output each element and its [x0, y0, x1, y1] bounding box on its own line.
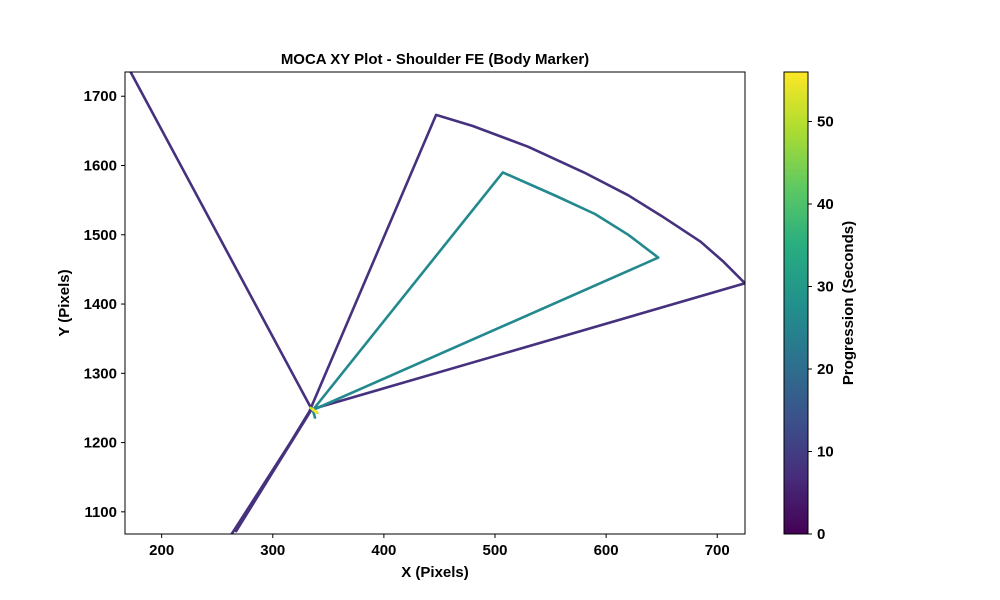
colorbar: [783, 71, 809, 535]
x-tick-label: 200: [149, 542, 174, 559]
x-tick-label: 300: [260, 542, 285, 559]
colorbar-tick-label: 0: [817, 526, 825, 543]
x-tick-label: 400: [371, 542, 396, 559]
x-tick-label: 600: [594, 542, 619, 559]
colorbar-tick-label: 20: [817, 361, 834, 378]
y-tick-label: 1300: [84, 365, 117, 382]
y-tick-label: 1500: [84, 227, 117, 244]
x-axis-label: X (Pixels): [401, 564, 469, 581]
y-tick-label: 1200: [84, 435, 117, 452]
y-tick-label: 1100: [84, 504, 117, 521]
plot-frame: [124, 71, 746, 535]
colorbar-ticks: 0 10 20 30 40 50: [808, 114, 834, 543]
x-axis-ticks: 200 300 400 500 600 700: [149, 534, 730, 559]
y-tick-label: 1400: [84, 296, 117, 313]
x-tick-label: 700: [705, 542, 730, 559]
series-layer: [129, 72, 745, 534]
colorbar-label: Progression (Seconds): [840, 221, 857, 385]
x-tick-label: 500: [482, 542, 507, 559]
series-line-4: [311, 407, 318, 414]
series-line-1: [129, 72, 745, 534]
colorbar-tick-label: 40: [817, 196, 834, 213]
chart-title: MOCA XY Plot - Shoulder FE (Body Marker): [281, 51, 589, 68]
colorbar-tick-label: 10: [817, 444, 834, 461]
y-axis-label: Y (Pixels): [56, 269, 73, 336]
y-axis-ticks: 1100 1200 1300 1400 1500 1600 1700: [84, 88, 125, 521]
y-tick-label: 1600: [84, 158, 117, 175]
colorbar-tick-label: 50: [817, 114, 834, 131]
y-tick-label: 1700: [84, 88, 117, 105]
colorbar-tick-label: 30: [817, 279, 834, 296]
series-line-2: [311, 171, 660, 419]
